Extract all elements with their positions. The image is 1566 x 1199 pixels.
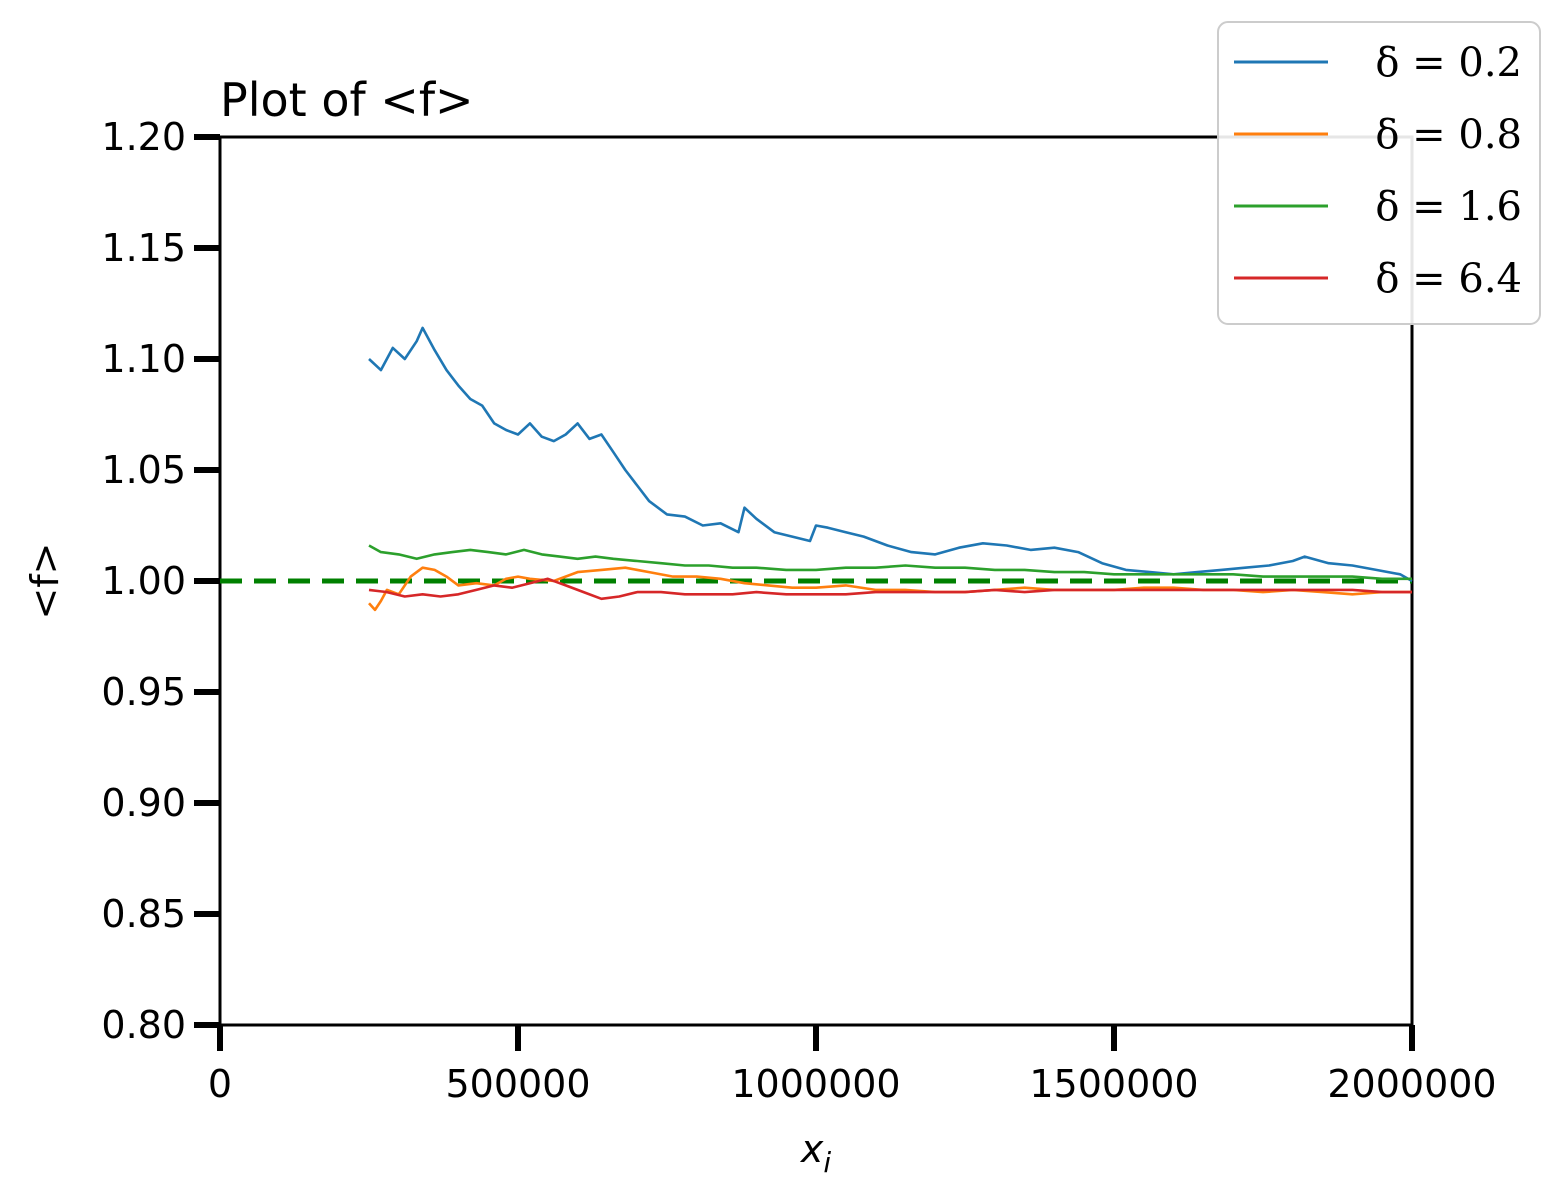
series-line-0 (368, 326, 1413, 583)
legend-label-3: δ = 6.4 (1375, 256, 1522, 302)
y-tick-label: 1.10 (101, 337, 186, 381)
series-line-1 (368, 566, 1412, 612)
legend-box (1217, 21, 1541, 325)
series-group (368, 326, 1413, 612)
y-tick-label: 0.85 (101, 892, 186, 936)
x-axis-label-base: x (800, 1127, 824, 1171)
y-tick-label: 1.20 (101, 115, 186, 159)
x-tick-label: 1500000 (1029, 1062, 1198, 1106)
y-tick-label: 1.05 (101, 448, 186, 492)
x-tick-label: 1000000 (731, 1062, 900, 1106)
y-tick-label: 0.90 (101, 781, 186, 825)
y-axis-ticks: 0.80 0.85 0.90 0.95 1.00 1.05 1.10 1.15 1.20 (101, 115, 220, 1047)
y-tick-label: 1.00 (101, 559, 186, 603)
chart-title: Plot of <f> (220, 73, 474, 127)
series-line-3 (368, 577, 1412, 601)
legend-label-0: δ = 0.2 (1375, 40, 1522, 86)
x-tick-label: 500000 (445, 1062, 590, 1106)
x-axis-label-sub: i (823, 1146, 831, 1179)
x-axis-label: xi (800, 1127, 832, 1179)
x-tick-label: 0 (208, 1062, 232, 1106)
x-tick-label: 2000000 (1327, 1062, 1496, 1106)
legend: δ = 0.2 δ = 0.8 δ = 1.6 δ = 6.4 (1217, 21, 1541, 325)
y-tick-label: 0.95 (101, 670, 186, 714)
legend-label-1: δ = 0.8 (1375, 112, 1522, 158)
x-axis-ticks: 0 500000 1000000 1500000 2000000 (208, 1025, 1497, 1106)
y-tick-label: 0.80 (101, 1003, 186, 1047)
y-tick-label: 1.15 (101, 226, 186, 270)
legend-label-2: δ = 1.6 (1375, 184, 1522, 230)
y-axis-label: <f> (23, 542, 67, 619)
series-line-2 (368, 544, 1412, 581)
